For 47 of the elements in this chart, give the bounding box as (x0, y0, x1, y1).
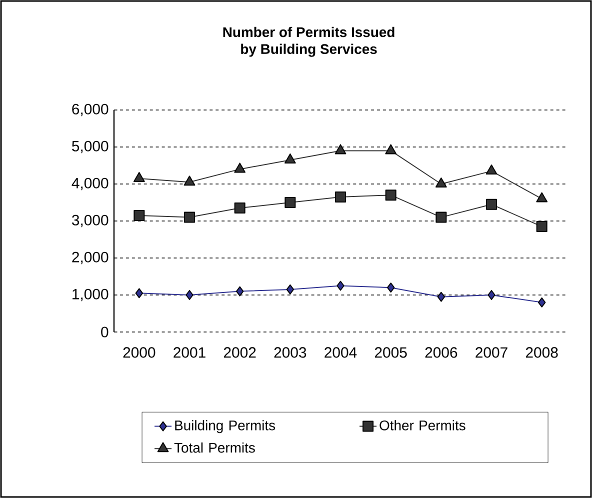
x-tick-label: 2008 (526, 347, 558, 358)
point (486, 198, 498, 210)
point (184, 176, 196, 186)
x-tick-label: 2006 (425, 347, 458, 358)
x-tick-label: 2000 (123, 347, 156, 358)
legend-label: Building Permits (175, 420, 276, 434)
point (536, 192, 548, 202)
x-tick-label: 2004 (324, 347, 357, 358)
y-tick-label: 3,000 (72, 214, 108, 228)
point (133, 172, 145, 182)
point (334, 144, 346, 154)
point (488, 290, 496, 300)
point (236, 286, 244, 296)
point (284, 153, 296, 164)
point (134, 210, 145, 221)
legend-label: Total Permits (174, 442, 255, 453)
x-tick-label: 2007 (476, 347, 508, 358)
point (486, 164, 498, 175)
point (538, 297, 546, 308)
y-tick-label: 0 (101, 326, 108, 338)
point (234, 162, 246, 173)
y-tick-label: 5,000 (72, 140, 108, 154)
point (184, 212, 195, 223)
point (385, 144, 397, 154)
point (437, 292, 446, 302)
x-tick-label: 2005 (374, 347, 407, 358)
point (435, 178, 447, 188)
chart-title: Number of Permits Issued by Building Services (223, 26, 394, 57)
point (385, 190, 396, 201)
point (135, 288, 144, 298)
y-tick-label: 4,000 (72, 178, 108, 190)
point (386, 282, 395, 293)
point (336, 280, 344, 291)
x-tick-label: 2002 (224, 347, 256, 358)
point (436, 212, 447, 223)
point (284, 197, 296, 208)
point (234, 202, 246, 214)
legend-label: Other Permits (380, 420, 466, 430)
y-tick-label: 6,000 (72, 104, 108, 116)
point (286, 284, 294, 294)
point (335, 191, 346, 202)
y-tick-label: 2,000 (72, 252, 108, 264)
x-tick-label: 2003 (274, 347, 306, 358)
point (186, 290, 194, 300)
x-tick-label: 2001 (174, 347, 206, 358)
point (536, 221, 548, 232)
y-tick-label: 1,000 (72, 288, 108, 302)
